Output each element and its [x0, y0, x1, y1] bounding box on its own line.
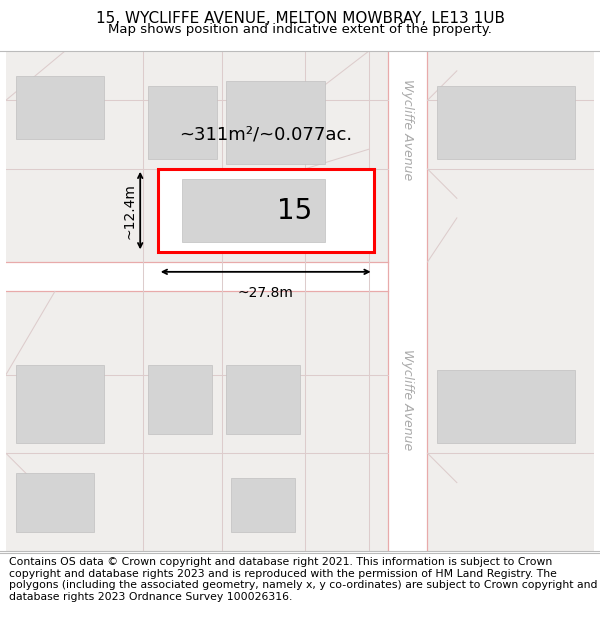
Text: Wycliffe Avenue: Wycliffe Avenue	[401, 79, 415, 180]
Bar	[158, 169, 374, 252]
Bar	[148, 86, 217, 159]
Bar	[437, 370, 575, 443]
Bar	[226, 81, 325, 164]
Text: Contains OS data © Crown copyright and database right 2021. This information is : Contains OS data © Crown copyright and d…	[9, 557, 598, 602]
Text: ~12.4m: ~12.4m	[122, 182, 136, 239]
Text: Wycliffe Avenue: Wycliffe Avenue	[401, 349, 415, 450]
Bar	[16, 365, 104, 443]
Text: ~27.8m: ~27.8m	[238, 286, 293, 299]
Bar	[232, 478, 295, 532]
Text: ~311m²/~0.077ac.: ~311m²/~0.077ac.	[179, 126, 352, 144]
Bar	[388, 51, 427, 551]
Bar	[158, 169, 374, 252]
Text: 15: 15	[277, 197, 313, 224]
Text: 15, WYCLIFFE AVENUE, MELTON MOWBRAY, LE13 1UB: 15, WYCLIFFE AVENUE, MELTON MOWBRAY, LE1…	[95, 11, 505, 26]
Bar	[148, 365, 212, 434]
Bar	[437, 86, 575, 159]
Bar	[226, 365, 300, 434]
Bar	[182, 179, 325, 242]
Bar	[6, 262, 388, 291]
Bar	[16, 473, 94, 532]
Text: Map shows position and indicative extent of the property.: Map shows position and indicative extent…	[108, 23, 492, 36]
Bar	[16, 76, 104, 139]
